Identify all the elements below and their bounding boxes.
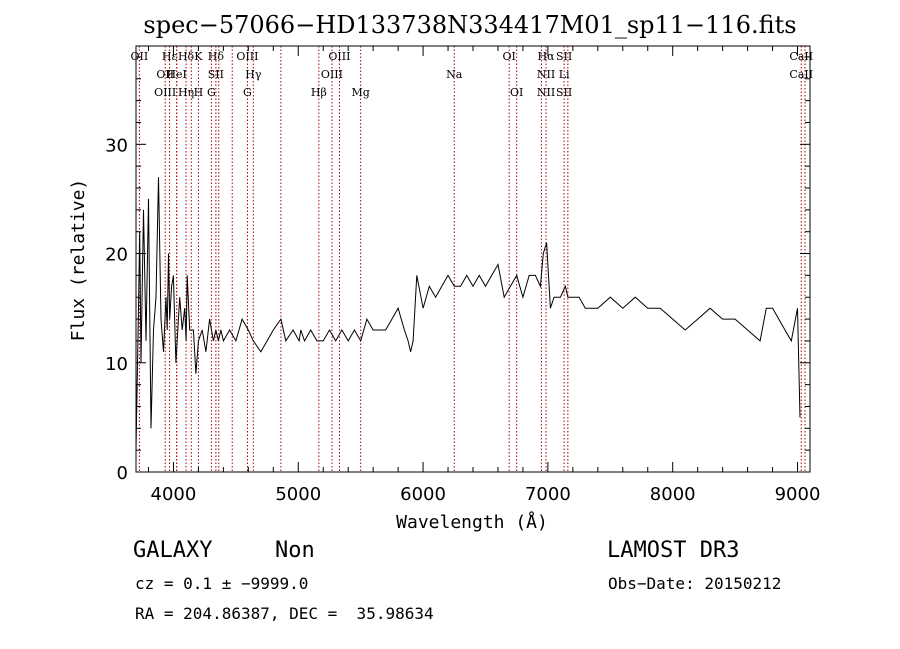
line-label: NII	[537, 86, 555, 99]
line-label: Li	[559, 68, 570, 81]
line-label: Hδ	[208, 50, 225, 63]
line-label: Hη	[178, 86, 194, 99]
x-tick-label: 5000	[275, 484, 321, 505]
line-label: OII	[156, 68, 174, 81]
line-label: Hε	[162, 50, 178, 63]
line-label: SII	[556, 86, 572, 99]
line-label: Hβ	[311, 86, 327, 99]
line-label: CaII	[789, 68, 813, 81]
line-label: H	[194, 86, 204, 99]
line-label: Hδ	[178, 50, 195, 63]
line-label: G	[207, 86, 216, 99]
line-label: OIII	[236, 50, 258, 63]
y-tick-label: 20	[105, 245, 128, 266]
line-label: K	[194, 50, 203, 63]
x-tick-label: 9000	[775, 484, 821, 505]
y-tick-label: 30	[105, 135, 128, 156]
class-label: GALAXY	[133, 538, 213, 563]
y-tick-label: 0	[117, 463, 128, 484]
line-label: SII	[208, 68, 224, 81]
y-tick-label: 10	[105, 354, 128, 375]
line-label: OI	[503, 50, 516, 63]
line-label: G	[243, 86, 252, 99]
plot-frame	[135, 45, 811, 473]
spectral-line-markers	[138, 46, 806, 472]
x-tick-label: 8000	[650, 484, 696, 505]
y-axis-label: Flux (relative)	[68, 179, 89, 342]
x-tick-label: 7000	[525, 484, 571, 505]
line-label: Hγ	[245, 68, 262, 81]
coordinates-readout: RA = 204.86387, DEC = 35.98634	[135, 604, 434, 623]
spectrum-line	[135, 177, 801, 451]
chart-title: spec−57066−HD133738N334417M01_sp11−116.f…	[143, 11, 796, 39]
line-label: HeI	[166, 68, 186, 81]
line-label: Hα	[538, 50, 556, 63]
line-label: Na	[446, 68, 463, 81]
x-tick-label: 6000	[400, 484, 446, 505]
line-label: OIII	[154, 86, 176, 99]
line-label: OIII	[321, 68, 343, 81]
subclass-label: Non	[275, 538, 315, 563]
x-axis: 4000 5000 6000 7000 8000 9000	[147, 46, 821, 505]
line-label: OI	[510, 86, 523, 99]
line-label: NII	[537, 68, 555, 81]
x-axis-label: Wavelength (Å)	[396, 511, 548, 533]
x-tick-label: 4000	[151, 484, 197, 505]
line-label: Mg	[352, 86, 370, 99]
redshift-readout: cz = 0.1 ± −9999.0	[135, 574, 309, 593]
line-label: CaII	[789, 50, 813, 63]
survey-label: LAMOST DR3	[607, 538, 740, 563]
line-label: SII	[556, 50, 572, 63]
obs-date-readout: Obs−Date: 20150212	[608, 574, 782, 593]
y-axis: 0 10 20 30	[105, 56, 810, 484]
line-label: OIII	[328, 50, 350, 63]
